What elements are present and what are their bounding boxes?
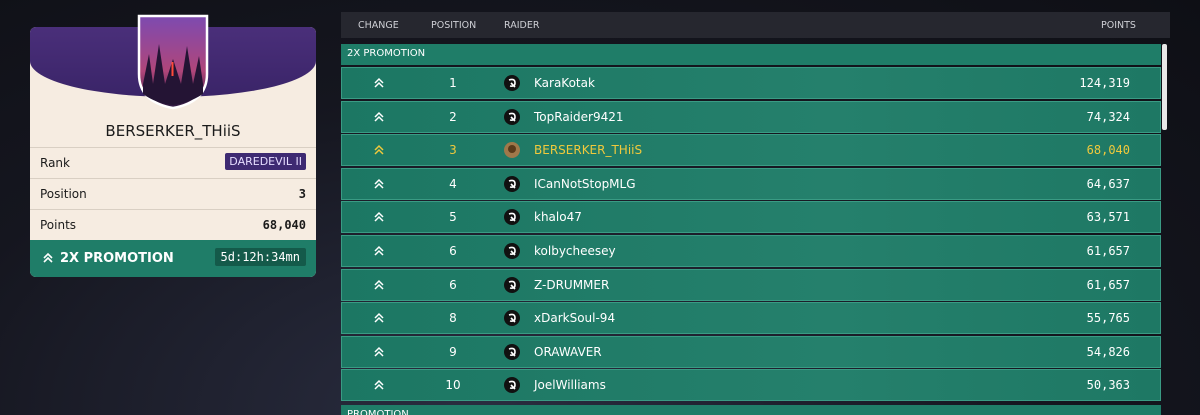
change-icon (374, 212, 384, 222)
change-icon (374, 178, 384, 189)
position: 6 (449, 244, 457, 258)
position: 10 (445, 378, 461, 393)
leaderboard-row[interactable]: 6 kolbycheesey 61,657 (341, 235, 1161, 267)
raider-name: ORAWAVER (534, 344, 602, 359)
avatar (504, 142, 520, 159)
raider-name: xDarkSoul-94 (534, 311, 616, 326)
change-icon (374, 279, 384, 290)
points: 61,657 (1086, 244, 1130, 258)
avatar (504, 377, 520, 394)
section-header: PROMOTION (341, 405, 1161, 415)
points: 68,040 (1086, 143, 1130, 158)
stat-label: Points (40, 218, 77, 232)
position: 9 (449, 344, 457, 359)
avatar (504, 310, 520, 327)
change-icon (374, 380, 384, 390)
change-icon (374, 77, 384, 88)
rank-emblem (137, 14, 209, 110)
avatar (504, 276, 520, 293)
avatar (504, 108, 520, 125)
raider-name: khalo47 (534, 210, 582, 225)
table-header: CHANGE POSITION RAIDER POINTS (341, 12, 1170, 38)
stat-row: Points 68,040 (30, 209, 316, 240)
promotion-timer: 5d:12h:34mn (214, 248, 306, 266)
change-icon (374, 313, 384, 323)
points: 74,324 (1086, 109, 1130, 124)
points: 124,319 (1079, 76, 1130, 90)
stat-value: 3 (298, 187, 306, 201)
points: 61,657 (1086, 277, 1130, 292)
stat-row: Rank DAREDEVIL II (30, 147, 316, 178)
points: 63,571 (1086, 210, 1130, 225)
scrollbar[interactable] (1162, 44, 1167, 130)
section-title: 2X PROMOTION (347, 48, 426, 59)
change-icon (374, 346, 384, 357)
column-header: POINTS (1101, 20, 1136, 31)
change-icon (374, 145, 384, 155)
points: 54,826 (1086, 344, 1130, 359)
promo-icon (43, 252, 53, 263)
position: 3 (449, 143, 457, 158)
raider-name: JoelWilliams (534, 378, 606, 393)
raider-name: Z-DRUMMER (534, 277, 610, 292)
position: 2 (449, 109, 457, 124)
stat-value: DAREDEVIL II (225, 153, 306, 170)
leaderboard-row[interactable]: 3 BERSERKER_THiiS 68,040 (341, 134, 1161, 167)
points: 50,363 (1086, 378, 1130, 393)
stat-label: Position (40, 187, 87, 201)
stat-value: 68,040 (262, 218, 306, 232)
leaderboard-row[interactable]: 10 JoelWilliams 50,363 (341, 369, 1161, 402)
column-header: POSITION (431, 20, 477, 31)
leaderboard-row[interactable]: 5 khalo47 63,571 (341, 201, 1161, 234)
position: 8 (449, 311, 457, 326)
leaderboard: CHANGE POSITION RAIDER POINTS 2X PROMOTION 1… (341, 12, 1170, 415)
raider-name: BERSERKER_THiiS (534, 143, 643, 158)
promotion-bar: 2X PROMOTION 5d:12h:34mn (30, 240, 316, 277)
position: 6 (449, 277, 457, 292)
leaderboard-row[interactable]: 8 xDarkSoul-94 55,765 (341, 302, 1161, 335)
position: 4 (449, 176, 457, 191)
raider-name: ICanNotStopMLG (534, 176, 636, 191)
position: 1 (449, 76, 457, 90)
raider-name: KaraKotak (534, 76, 595, 90)
section-header: 2X PROMOTION (341, 44, 1161, 65)
raider-name: kolbycheesey (534, 244, 616, 258)
stat-row: Position 3 (30, 178, 316, 209)
leaderboard-row[interactable]: 4 ICanNotStopMLG 64,637 (341, 167, 1161, 200)
points: 64,637 (1086, 176, 1130, 191)
avatar (504, 243, 520, 259)
avatar (504, 343, 520, 360)
position: 5 (449, 210, 457, 225)
change-icon (374, 245, 384, 256)
leaderboard-row[interactable]: 9 ORAWAVER 54,826 (341, 335, 1161, 368)
avatar (504, 75, 520, 91)
change-icon (374, 111, 384, 122)
leaderboard-row[interactable]: 2 TopRaider9421 74,324 (341, 100, 1161, 133)
column-header: CHANGE (358, 20, 399, 31)
avatar (504, 209, 520, 226)
promotion-label: 2X PROMOTION (60, 251, 174, 266)
player-name: BERSERKER_THiiS (105, 122, 241, 140)
points: 55,765 (1086, 311, 1130, 326)
section-title: PROMOTION (347, 409, 409, 415)
column-header: RAIDER (504, 20, 540, 31)
raider-name: TopRaider9421 (534, 109, 624, 124)
avatar (504, 175, 520, 192)
stat-label: Rank (40, 156, 70, 170)
leaderboard-row[interactable]: 6 Z-DRUMMER 61,657 (341, 268, 1161, 301)
leaderboard-row[interactable]: 1 KaraKotak 124,319 (341, 67, 1161, 99)
